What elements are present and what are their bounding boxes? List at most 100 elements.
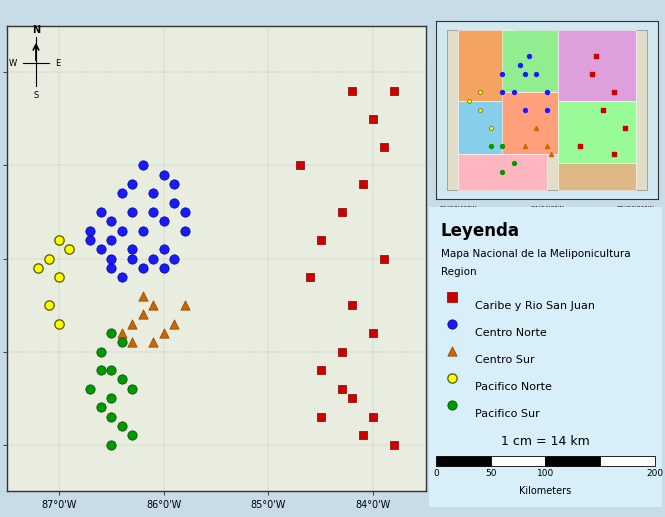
Point: [148, 254, 159, 263]
Point: [148, 301, 159, 309]
Point: [106, 254, 117, 263]
Point: [546, 150, 557, 159]
Point: [43, 254, 54, 263]
Point: [336, 347, 347, 356]
Text: Caribe y Rio San Juan: Caribe y Rio San Juan: [475, 301, 595, 311]
Text: N: N: [32, 25, 40, 35]
Point: [54, 273, 65, 281]
Point: [96, 208, 106, 216]
Text: Centro Norte: Centro Norte: [475, 328, 547, 338]
Point: [358, 431, 368, 439]
Point: [515, 61, 525, 69]
Point: [127, 431, 138, 439]
Point: [575, 141, 586, 150]
Bar: [503, 92, 558, 155]
Text: 50: 50: [485, 468, 496, 478]
Point: [116, 422, 127, 430]
Text: 86°58'40"W: 86°58'40"W: [440, 206, 477, 211]
Point: [96, 366, 106, 374]
Text: 84°56'0"W: 84°56'0"W: [530, 206, 564, 211]
Point: [116, 226, 127, 235]
Text: Leyenda: Leyenda: [441, 222, 519, 240]
Point: [508, 159, 519, 168]
Point: [138, 161, 148, 170]
Point: [54, 320, 65, 328]
Point: [116, 329, 127, 337]
Point: [169, 320, 180, 328]
Bar: [503, 29, 558, 92]
Point: [116, 375, 127, 384]
Point: [486, 124, 497, 132]
Point: [138, 310, 148, 318]
Point: [447, 320, 458, 328]
Text: Mapa Nacional de la Meliponicultura: Mapa Nacional de la Meliponicultura: [441, 249, 630, 259]
Point: [587, 70, 597, 78]
Point: [54, 236, 65, 244]
Bar: [558, 163, 636, 190]
Point: [148, 189, 159, 197]
Point: [169, 180, 180, 188]
Point: [497, 168, 508, 176]
Point: [158, 171, 169, 179]
Point: [336, 208, 347, 216]
Point: [447, 346, 458, 355]
Point: [347, 87, 358, 95]
Bar: [458, 29, 513, 101]
Point: [116, 189, 127, 197]
Point: [127, 385, 138, 393]
Point: [158, 245, 169, 253]
Point: [378, 143, 389, 151]
Point: [127, 254, 138, 263]
Bar: [558, 101, 636, 163]
Point: [158, 329, 169, 337]
Point: [85, 236, 96, 244]
Point: [497, 141, 508, 150]
Point: [96, 403, 106, 412]
Point: [389, 87, 400, 95]
Point: [531, 124, 541, 132]
Point: [106, 236, 117, 244]
Text: 0: 0: [433, 468, 439, 478]
Point: [608, 88, 619, 96]
Point: [158, 217, 169, 225]
Point: [127, 320, 138, 328]
Point: [347, 301, 358, 309]
Point: [116, 338, 127, 346]
Point: [127, 338, 138, 346]
Point: [169, 254, 180, 263]
Point: [116, 273, 127, 281]
Point: [486, 141, 497, 150]
Point: [447, 374, 458, 382]
Text: Region: Region: [441, 267, 476, 277]
Point: [447, 401, 458, 409]
Point: [519, 106, 530, 114]
Text: Pacifico Norte: Pacifico Norte: [475, 382, 553, 392]
Bar: [458, 101, 513, 155]
Point: [65, 245, 75, 253]
Point: [336, 385, 347, 393]
Point: [447, 293, 458, 301]
Bar: [600, 456, 654, 466]
Point: [106, 440, 117, 449]
Text: Centro Sur: Centro Sur: [475, 355, 535, 365]
Text: S: S: [33, 91, 39, 100]
Point: [464, 97, 474, 105]
Point: [295, 161, 305, 170]
Point: [316, 413, 327, 421]
Point: [96, 347, 106, 356]
Point: [180, 208, 190, 216]
Point: [531, 70, 541, 78]
Point: [368, 413, 378, 421]
Point: [180, 226, 190, 235]
Point: [43, 301, 54, 309]
Point: [497, 88, 508, 96]
Point: [475, 88, 485, 96]
Point: [127, 180, 138, 188]
Text: 82°53'20"W: 82°53'20"W: [616, 206, 654, 211]
Point: [127, 208, 138, 216]
Text: 100: 100: [537, 468, 554, 478]
Text: Kilometers: Kilometers: [519, 485, 571, 496]
Point: [106, 394, 117, 402]
Bar: [436, 456, 491, 466]
Point: [597, 106, 608, 114]
